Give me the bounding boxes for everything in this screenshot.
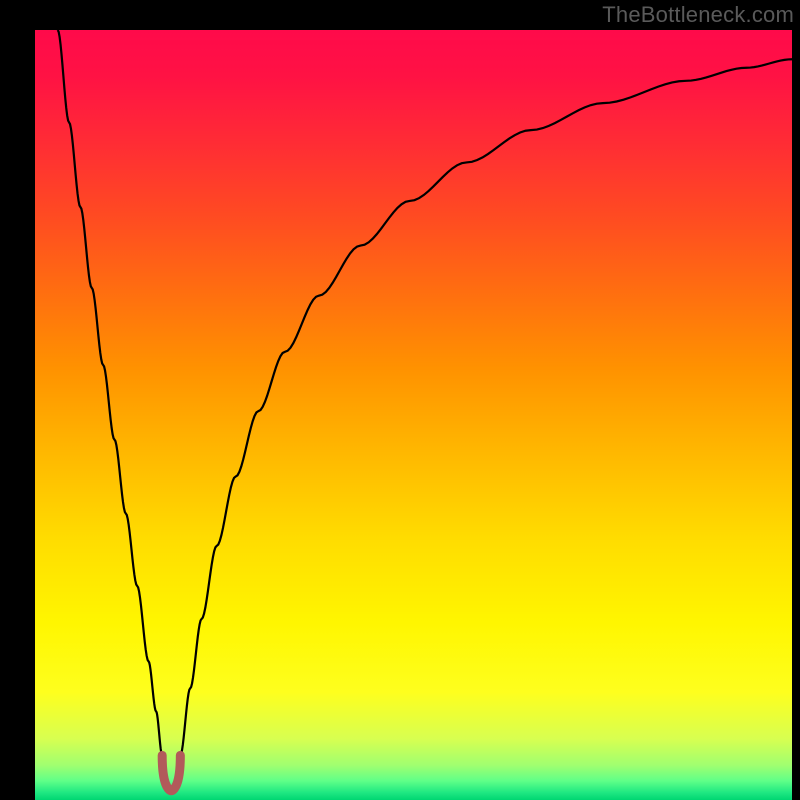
gradient-background — [35, 30, 792, 800]
bottleneck-chart-svg — [0, 0, 800, 800]
chart-stage: TheBottleneck.com — [0, 0, 800, 800]
